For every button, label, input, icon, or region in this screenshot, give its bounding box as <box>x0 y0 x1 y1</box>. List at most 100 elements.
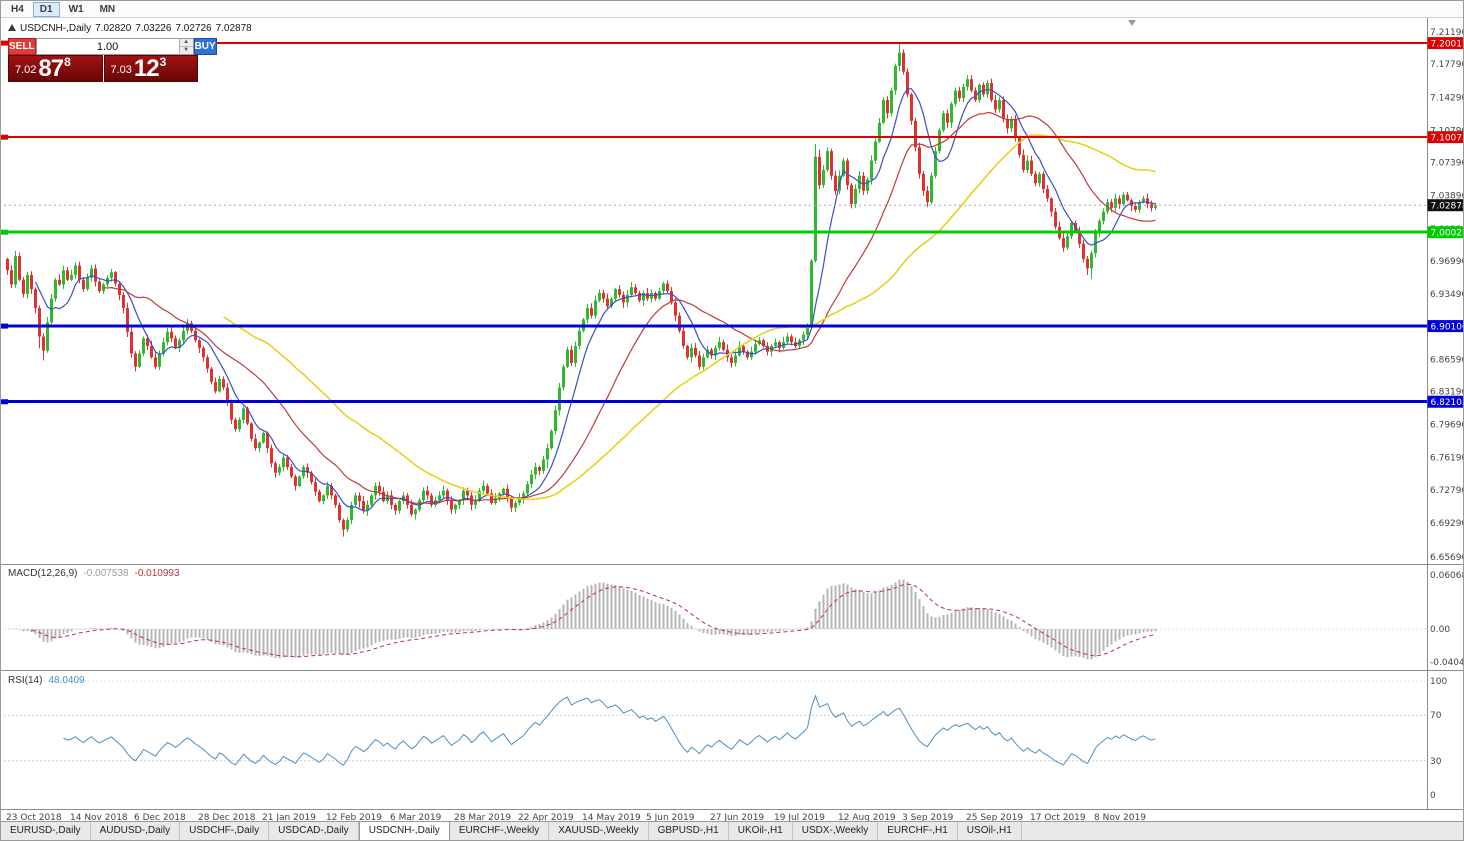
timeframe-button-mn[interactable]: MN <box>99 4 116 15</box>
tab-usdx-weekly[interactable]: USDX-,Weekly <box>793 822 879 840</box>
buy-price-display[interactable]: 7.03 12 3 <box>103 55 198 82</box>
candle-body <box>898 52 901 66</box>
sell-button[interactable]: SELL <box>8 38 36 55</box>
candle-body <box>34 289 37 309</box>
tab-eurusd-daily[interactable]: EURUSD-,Daily <box>1 822 91 840</box>
candle-body <box>914 120 917 148</box>
hline-left-handle[interactable] <box>1 229 8 235</box>
candle-body <box>802 334 805 341</box>
candle-body <box>366 504 369 511</box>
hline-6-90100[interactable] <box>1 323 1427 329</box>
volume-increase-button[interactable]: ▲ <box>179 39 193 47</box>
candle-body <box>554 410 557 432</box>
date-axis-label: 6 Mar 2019 <box>390 813 442 823</box>
timeframe-button-h4[interactable]: H4 <box>11 4 24 15</box>
candle-body <box>38 308 41 337</box>
candle-body <box>514 502 517 508</box>
tab-ukoil-h1[interactable]: UKOil-,H1 <box>729 822 793 840</box>
candle-body <box>258 442 261 449</box>
ma-slow-line <box>223 133 1156 501</box>
candle-body <box>110 272 113 278</box>
buy-price-sup: 3 <box>159 55 167 69</box>
timeframe-button-d1[interactable]: D1 <box>32 2 60 17</box>
tab-usdcad-daily[interactable]: USDCAD-,Daily <box>269 822 359 840</box>
candle-body <box>954 90 957 104</box>
candle-body <box>774 342 777 346</box>
hline-7-00025[interactable] <box>1 229 1427 235</box>
svg-text:7.02878: 7.02878 <box>1431 202 1464 212</box>
buy-price-big: 12 <box>133 55 160 82</box>
candle-body <box>830 151 833 176</box>
candle-body <box>166 331 169 343</box>
tab-audusd-daily[interactable]: AUDUSD-,Daily <box>91 822 181 840</box>
rsi-line <box>63 694 1156 766</box>
candle-body <box>746 351 749 358</box>
hline-left-handle[interactable] <box>1 399 8 405</box>
candle-body <box>634 287 637 293</box>
candle-body <box>530 474 533 485</box>
hline-7-10073[interactable] <box>1 134 1427 140</box>
candle-body <box>378 485 381 492</box>
tab-usdchf-daily[interactable]: USDCHF-,Daily <box>180 822 270 840</box>
sell-price-display[interactable]: 7.02 87 8 <box>8 55 103 82</box>
price-axis-label: 6.76190 <box>1430 454 1464 464</box>
candle-body <box>1046 188 1049 199</box>
volume-stepper: ▲ ▼ <box>35 38 194 55</box>
symbol-timeframe: USDCNH-,Daily <box>20 23 92 34</box>
candle-body <box>222 379 225 388</box>
candle-body <box>986 82 989 95</box>
hline-6-82103[interactable] <box>1 399 1427 405</box>
tab-eurchf-h1[interactable]: EURCHF-,H1 <box>878 822 958 840</box>
candle-body <box>518 498 521 503</box>
tab-usdcnh-daily[interactable]: USDCNH-,Daily <box>358 822 450 840</box>
price-axis-label: 7.14290 <box>1430 93 1464 103</box>
candle-body <box>714 347 717 356</box>
candle-body <box>294 476 297 486</box>
ohlc-close: 7.02878 <box>215 23 252 34</box>
candle-body <box>58 279 61 285</box>
date-axis-label: 19 Jul 2019 <box>774 813 825 823</box>
candle-body <box>542 459 545 471</box>
timeframe-toolbar: H4 D1 W1 MN <box>1 1 1463 18</box>
candle-body <box>850 185 853 205</box>
candle-body <box>1134 205 1137 210</box>
candle-body <box>414 509 417 515</box>
candle-body <box>334 495 337 505</box>
hline-left-handle[interactable] <box>1 40 8 46</box>
tab-usoil-h1[interactable]: USOil-,H1 <box>958 822 1022 840</box>
candle-body <box>590 308 593 316</box>
buy-button[interactable]: BUY <box>193 38 217 55</box>
volume-input[interactable] <box>36 39 179 54</box>
candle-body <box>326 485 329 496</box>
candle-body <box>670 291 673 303</box>
candle-body <box>822 170 825 186</box>
candle-body <box>1082 243 1085 259</box>
candle-body <box>374 485 377 496</box>
chart-shift-marker[interactable] <box>1128 20 1136 26</box>
hline-left-handle[interactable] <box>1 323 8 329</box>
candle-body <box>534 467 537 475</box>
tab-gbpusd-h1[interactable]: GBPUSD-,H1 <box>649 822 729 840</box>
candle-body <box>546 448 549 460</box>
ma-fast-line <box>34 88 1156 512</box>
candle-body <box>754 344 757 352</box>
tab-xauusd-weekly[interactable]: XAUUSD-,Weekly <box>549 822 649 840</box>
buy-price-main: 7.03 <box>110 64 132 76</box>
svg-text:7.00025: 7.00025 <box>1431 229 1464 239</box>
candle-body <box>618 289 621 295</box>
svg-text:7.10073: 7.10073 <box>1431 134 1464 144</box>
candle-body <box>270 448 273 464</box>
tab-eurchf-weekly[interactable]: EURCHF-,Weekly <box>450 822 550 840</box>
candle-body <box>970 79 973 91</box>
candle-body <box>1038 173 1041 184</box>
candle-body <box>474 500 477 505</box>
timeframe-button-w1[interactable]: W1 <box>68 4 84 15</box>
hline-left-handle[interactable] <box>1 134 8 140</box>
volume-decrease-button[interactable]: ▼ <box>179 47 193 54</box>
candle-body <box>446 490 449 501</box>
hline-7-20017[interactable] <box>1 40 1427 46</box>
macd-axis-label: -0.040433 <box>1430 658 1464 668</box>
candle-body <box>22 279 25 294</box>
candle-body <box>410 504 413 515</box>
